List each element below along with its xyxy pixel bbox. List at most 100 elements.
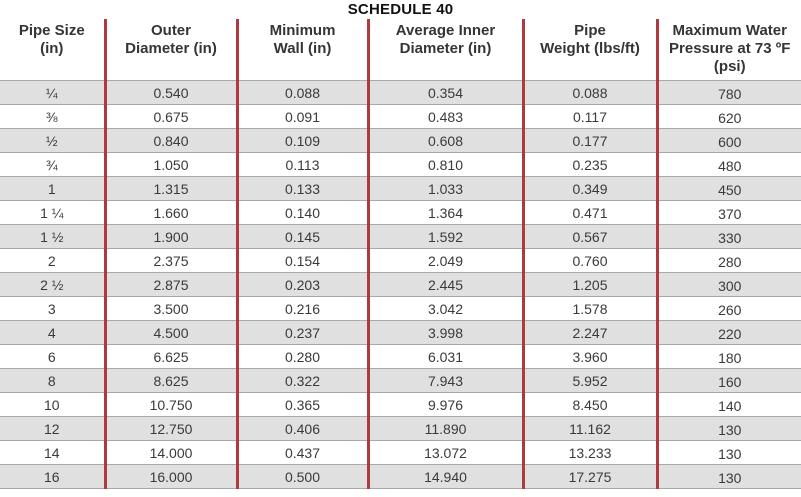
table-cell: 0.117 [523,104,659,129]
table-cell: 0.088 [237,80,370,105]
table-cell: 11.162 [523,416,659,441]
table-cell: 13.072 [368,440,525,465]
table-row: 1 ½ 1.900 0.145 1.592 0.567 330 [0,224,801,249]
table-row: 1 ¼ 1.660 0.140 1.364 0.471 370 [0,200,801,225]
table-cell: 0.406 [237,416,370,441]
table-cell: 10.750 [105,392,239,417]
table-cell: 8.625 [105,368,239,393]
table-header: Pipe Size (in) Outer Diameter (in) Minimum… [0,19,801,81]
schedule-40-table: Pipe Size (in) Outer Diameter (in) Minimum… [0,19,801,489]
table-cell: 0.471 [523,200,659,225]
table-cell: 0.760 [523,248,659,273]
table-body: ¼ 0.540 0.088 0.354 0.088 780 ⅜ 0.675 0.091 0.483… [0,80,801,489]
table-cell: 0.810 [368,152,525,177]
table-cell: 14.000 [105,440,239,465]
table-cell: 330 [718,230,742,246]
column-header-2: Minimum Wall (in) [237,19,370,81]
table-cell: 3.500 [105,296,239,321]
table-cell: 1 ¼ [0,200,107,225]
table-cell: 0.500 [237,464,370,489]
table-row: 4 4.500 0.237 3.998 2.247 220 [0,320,801,345]
table-cell: 0.203 [237,272,370,297]
table-row: 8 8.625 0.322 7.943 5.952 160 [0,368,801,393]
table-cell: 0.540 [105,80,239,105]
table-row: 14 14.000 0.437 13.072 13.233 130 [0,440,801,465]
table-cell: 180 [718,350,742,366]
table-cell: 0.483 [368,104,525,129]
column-header-1: Outer Diameter (in) [105,19,239,81]
table-cell: 1 [0,176,107,201]
table-row: 6 6.625 0.280 6.031 3.960 180 [0,344,801,369]
table-cell: 2 ½ [0,272,107,297]
table-cell: 1.364 [368,200,525,225]
header-row: Pipe Size (in) Outer Diameter (in) Minimum… [0,19,801,81]
table-cell: 16 [0,464,107,489]
table-cell: 5.952 [523,368,659,393]
table-cell: 600 [718,134,742,150]
table-cell: 1.205 [523,272,659,297]
table-cell: 0.437 [237,440,370,465]
table-cell: 2 [0,248,107,273]
table-cell: 0.840 [105,128,239,153]
table-cell: 140 [718,398,742,414]
table-cell: 11.890 [368,416,525,441]
table-cell: 0.235 [523,152,659,177]
table-cell: 14 [0,440,107,465]
table-cell: 8 [0,368,107,393]
table-cell: 620 [718,110,742,126]
table-cell: 17.275 [523,464,659,489]
table-cell: 8.450 [523,392,659,417]
table-cell: 300 [718,278,742,294]
column-header-3: Average Inner Diameter (in) [368,19,525,81]
table-cell: 4.500 [105,320,239,345]
table-row: 2 2.375 0.154 2.049 0.760 280 [0,248,801,273]
table-cell: 0.140 [237,200,370,225]
table-cell: 0.133 [237,176,370,201]
table-cell: 3 [0,296,107,321]
table-cell: 0.322 [237,368,370,393]
table-cell: 6 [0,344,107,369]
table-row: ⅜ 0.675 0.091 0.483 0.117 620 [0,104,801,129]
table-cell: 1.592 [368,224,525,249]
table-cell: 0.177 [523,128,659,153]
table-cell: 7.943 [368,368,525,393]
table-row: 10 10.750 0.365 9.976 8.450 140 [0,392,801,417]
table-cell: 16.000 [105,464,239,489]
table-cell: 2.445 [368,272,525,297]
table-cell: 130 [718,422,742,438]
table-cell: 480 [718,158,742,174]
table-cell: 1.050 [105,152,239,177]
table-cell: 0.237 [237,320,370,345]
table-cell: 450 [718,182,742,198]
table-cell: 780 [718,86,742,102]
table-cell: 370 [718,206,742,222]
table-cell: 0.608 [368,128,525,153]
table-cell: 12.750 [105,416,239,441]
table-cell: 4 [0,320,107,345]
table-cell: 3.960 [523,344,659,369]
table-cell: 3.042 [368,296,525,321]
column-header-4: Pipe Weight (lbs/ft) [523,19,659,81]
table-cell: 0.091 [237,104,370,129]
table-cell: 0.154 [237,248,370,273]
table-cell: ⅜ [0,104,107,129]
table-cell: ¼ [0,80,107,105]
table-cell: 3.998 [368,320,525,345]
table-cell: 2.247 [523,320,659,345]
table-row: 12 12.750 0.406 11.890 11.162 130 [0,416,801,441]
table-cell: 14.940 [368,464,525,489]
table-cell: 260 [718,302,742,318]
table-cell: 1.578 [523,296,659,321]
table-cell: 2.375 [105,248,239,273]
table-cell: 0.365 [237,392,370,417]
table-cell: ¾ [0,152,107,177]
table-cell: 0.354 [368,80,525,105]
table-row: 1 1.315 0.133 1.033 0.349 450 [0,176,801,201]
table-cell: 2.875 [105,272,239,297]
table-cell: 130 [718,446,742,462]
table-cell: 13.233 [523,440,659,465]
table-row: ¾ 1.050 0.113 0.810 0.235 480 [0,152,801,177]
table-cell: 6.031 [368,344,525,369]
table-cell: 220 [718,326,742,342]
table-cell: 0.675 [105,104,239,129]
